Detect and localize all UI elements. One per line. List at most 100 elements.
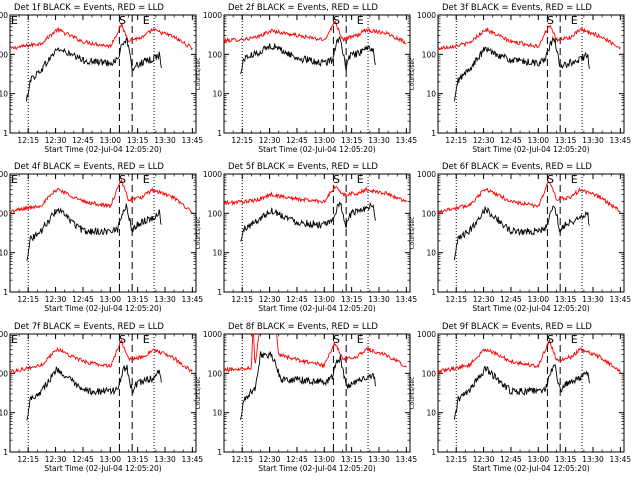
series-line-black <box>25 37 162 102</box>
y-tick-label: 1 <box>431 288 436 297</box>
x-tick-label: 13:30 <box>368 136 390 145</box>
event-marker-S: S <box>547 14 554 27</box>
x-tick-label: 13:00 <box>313 455 335 464</box>
event-marker-S: S <box>333 333 340 346</box>
event-marker-E: E <box>143 14 150 27</box>
series-line-black <box>240 200 376 242</box>
panel-title: Det 4f BLACK = Events, RED = LLD <box>14 162 164 172</box>
x-tick-label: 12:45 <box>500 136 522 145</box>
x-tick-label: 13:30 <box>368 295 390 304</box>
x-axis-label: Start Time (02-Jul-04 12:05:20) <box>258 145 375 154</box>
series-line-red <box>224 334 407 373</box>
x-axis-label: Start Time (02-Jul-04 12:05:20) <box>44 304 161 313</box>
x-axis-label: Start Time (02-Jul-04 12:05:20) <box>472 145 589 154</box>
x-tick-label: 12:30 <box>259 455 281 464</box>
y-tick-label: 100 <box>0 50 8 59</box>
x-tick-label: 13:45 <box>396 455 418 464</box>
event-marker-S: S <box>333 14 340 27</box>
y-tick-label: 1 <box>431 448 436 457</box>
y-tick-label: 1 <box>217 129 222 138</box>
y-tick-label: 1000 <box>417 330 436 339</box>
y-axis-label: Counts/sec <box>409 57 416 90</box>
panel-title: Det 5f BLACK = Events, RED = LLD <box>228 162 378 172</box>
x-tick-label: 13:15 <box>127 136 149 145</box>
panel-title: Det 6f BLACK = Events, RED = LLD <box>442 162 592 172</box>
plot-frame <box>437 14 625 134</box>
y-tick-label: 100 <box>422 209 437 218</box>
y-tick-label: 1000 <box>203 330 222 339</box>
y-tick-label: 1000 <box>203 170 222 179</box>
plot-frame <box>223 173 411 293</box>
event-marker-E: E <box>11 333 18 346</box>
y-tick-label: 1 <box>431 129 436 138</box>
x-tick-label: 12:30 <box>259 136 281 145</box>
y-tick-label: 1000 <box>203 11 222 20</box>
x-axis-label: Start Time (02-Jul-04 12:05:20) <box>44 145 161 154</box>
event-marker-E: E <box>571 333 578 346</box>
x-tick-label: 12:30 <box>473 136 495 145</box>
series-line-black <box>453 35 590 102</box>
series-line-red <box>224 185 407 206</box>
y-tick-label: 1000 <box>417 11 436 20</box>
x-tick-label: 13:15 <box>341 295 363 304</box>
y-tick-label: 100 <box>208 50 223 59</box>
x-axis-label: Start Time (02-Jul-04 12:05:20) <box>258 464 375 473</box>
x-tick-label: 13:00 <box>527 136 549 145</box>
x-tick-label: 13:00 <box>527 455 549 464</box>
x-tick-label: 12:15 <box>445 455 467 464</box>
event-marker-S: S <box>547 333 554 346</box>
x-tick-label: 13:45 <box>182 136 204 145</box>
y-axis-label: Counts/sec <box>195 57 202 90</box>
y-tick-label: 1 <box>217 288 222 297</box>
x-tick-label: 12:15 <box>231 136 253 145</box>
y-tick-label: 1000 <box>0 330 8 339</box>
plot-frame <box>223 14 411 134</box>
series-line-red <box>10 22 193 51</box>
x-tick-label: 12:45 <box>286 136 308 145</box>
x-tick-label: 13:45 <box>610 136 632 145</box>
series-line-black <box>453 363 590 420</box>
y-tick-label: 1 <box>3 129 8 138</box>
panel-title: Det 1f BLACK = Events, RED = LLD <box>14 3 164 13</box>
panel-1: Det 1f BLACK = Events, RED = LLD 1 10 100 10… <box>0 3 203 154</box>
event-marker-E: E <box>571 14 578 27</box>
x-tick-label: 13:45 <box>396 295 418 304</box>
y-tick-label: 1000 <box>0 11 8 20</box>
plot-frame <box>9 14 197 134</box>
x-tick-label: 13:45 <box>182 295 204 304</box>
panel-4: Det 4f BLACK = Events, RED = LLD 1 10 100 10… <box>0 162 203 313</box>
y-tick-label: 100 <box>0 369 8 378</box>
panel-title: Det 7f BLACK = Events, RED = LLD <box>14 322 164 332</box>
y-tick-label: 10 <box>212 90 222 99</box>
x-tick-label: 12:30 <box>473 455 495 464</box>
x-tick-label: 13:30 <box>582 136 604 145</box>
y-axis-label: Counts/sec <box>409 216 416 249</box>
x-tick-label: 12:45 <box>286 295 308 304</box>
x-tick-label: 13:15 <box>341 455 363 464</box>
x-tick-label: 13:15 <box>341 136 363 145</box>
y-tick-label: 10 <box>0 90 8 99</box>
x-tick-label: 12:30 <box>45 295 67 304</box>
x-tick-label: 12:15 <box>17 295 39 304</box>
x-tick-label: 12:30 <box>259 295 281 304</box>
panel-9: Det 9f BLACK = Events, RED = LLD 1 10 100 10… <box>409 322 631 473</box>
y-axis-label: Counts/sec <box>195 376 202 409</box>
x-tick-label: 13:30 <box>154 455 176 464</box>
y-axis-label: Counts/sec <box>409 376 416 409</box>
x-tick-label: 13:30 <box>154 295 176 304</box>
x-axis-label: Start Time (02-Jul-04 12:05:20) <box>258 304 375 313</box>
panel-7: Det 7f BLACK = Events, RED = LLD 1 10 100 10… <box>0 322 203 473</box>
event-marker-S: S <box>119 14 126 27</box>
x-tick-label: 13:00 <box>313 295 335 304</box>
x-tick-label: 13:15 <box>555 295 577 304</box>
x-tick-label: 13:30 <box>368 455 390 464</box>
y-tick-label: 10 <box>0 249 8 258</box>
panel-title: Det 8f BLACK = Events, RED = LLD <box>228 322 378 332</box>
y-tick-label: 1 <box>3 448 8 457</box>
series-line-red <box>10 339 193 375</box>
panel-3: Det 3f BLACK = Events, RED = LLD 1 10 100 10… <box>409 3 631 154</box>
plot-frame <box>9 333 197 453</box>
series-line-red <box>438 24 621 51</box>
x-axis-label: Start Time (02-Jul-04 12:05:20) <box>44 464 161 473</box>
event-marker-E: E <box>357 173 364 186</box>
